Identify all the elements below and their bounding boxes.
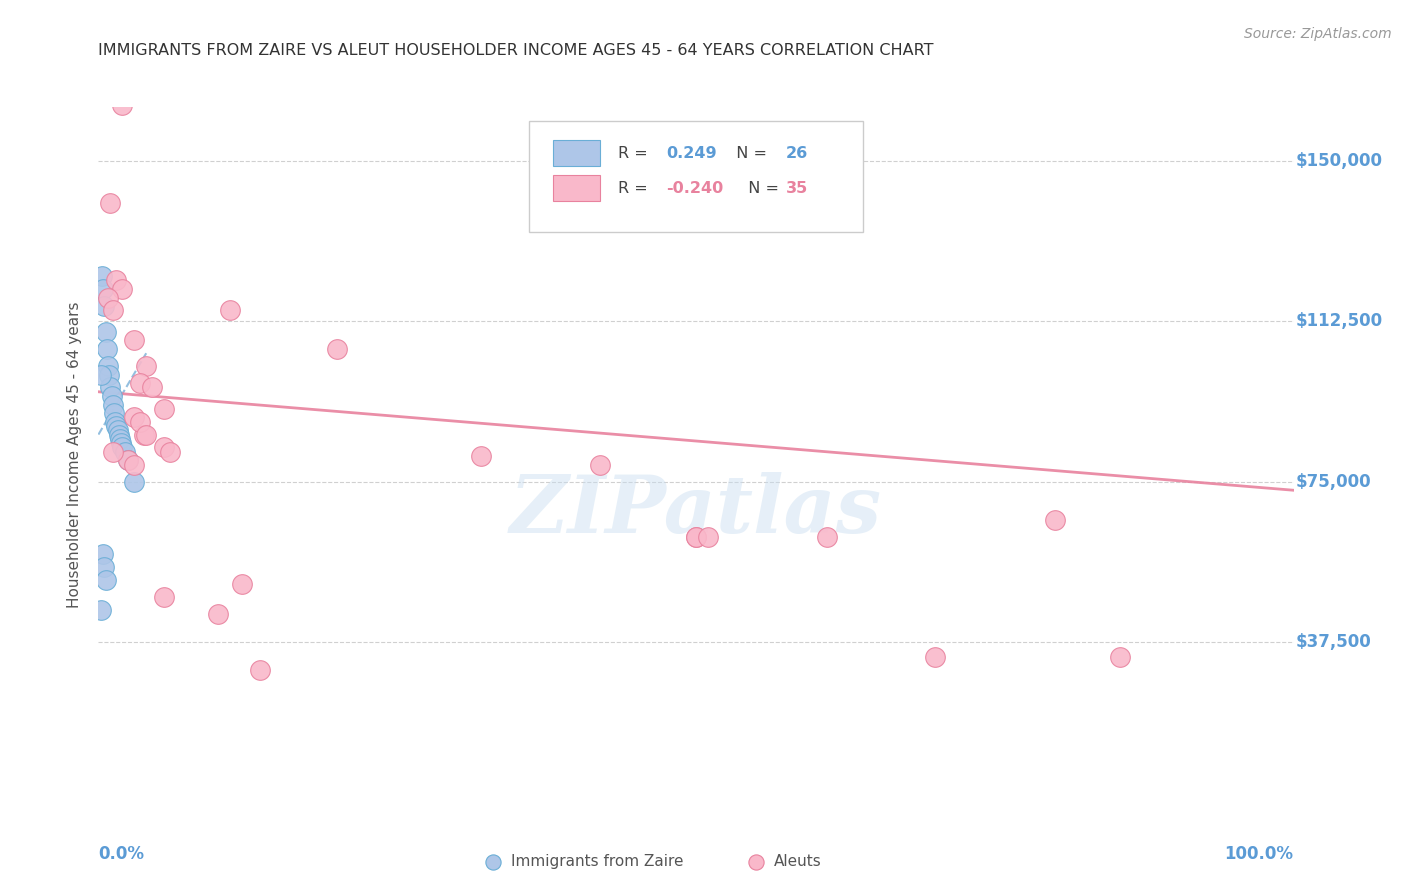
Point (97, 291, 120, 305)
Point (108, 432, 131, 446)
Point (207, 607, 229, 622)
Point (103, 406, 125, 420)
Text: IMMIGRANTS FROM ZAIRE VS ALEUT HOUSEHOLDER INCOME AGES 45 - 64 YEARS CORRELATION: IMMIGRANTS FROM ZAIRE VS ALEUT HOUSEHOLD… (98, 43, 934, 58)
Text: Immigrants from Zaire: Immigrants from Zaire (510, 855, 683, 870)
Point (159, 444, 181, 458)
Point (93, 560, 115, 574)
Point (924, 650, 946, 665)
Text: -0.240: -0.240 (666, 181, 723, 196)
Point (91, 548, 114, 562)
Point (94, 573, 117, 587)
Point (219, 303, 242, 318)
Text: R =: R = (619, 181, 654, 196)
Text: 26: 26 (786, 146, 808, 161)
Point (141, 380, 163, 394)
Point (685, 530, 707, 544)
Point (326, 342, 349, 356)
Point (129, 376, 152, 391)
Point (98, 368, 121, 382)
Point (231, 577, 253, 591)
Point (93, 299, 115, 313)
Y-axis label: Householder Income Ages 45 - 64 years: Householder Income Ages 45 - 64 years (67, 301, 83, 608)
Point (153, 401, 176, 416)
Point (98, 196, 122, 211)
Point (111, 282, 134, 296)
Point (90, 368, 112, 382)
Point (100, 389, 122, 403)
Point (110, 436, 132, 450)
Point (685, 530, 707, 544)
Point (589, 458, 612, 472)
Point (481, 796, 505, 810)
Point (101, 398, 124, 412)
Point (1043, 513, 1066, 527)
Text: ZIPatlas: ZIPatlas (510, 472, 882, 549)
Point (153, 591, 176, 605)
FancyBboxPatch shape (529, 121, 863, 232)
Point (117, 453, 139, 467)
Point (98, 380, 122, 394)
Text: 0.0%: 0.0% (98, 845, 145, 863)
Text: $37,500: $37,500 (1296, 633, 1372, 651)
Point (107, 427, 129, 442)
Text: R =: R = (619, 146, 654, 161)
Point (815, 530, 838, 544)
Text: $150,000: $150,000 (1296, 152, 1384, 169)
Point (105, 419, 128, 434)
Point (91, 282, 114, 296)
Point (1109, 650, 1132, 665)
Point (249, 663, 271, 677)
Point (129, 415, 152, 429)
Point (697, 530, 720, 544)
Point (101, 444, 124, 458)
Point (111, 98, 134, 112)
Point (96, 342, 118, 356)
Point (124, 475, 146, 489)
FancyBboxPatch shape (553, 175, 600, 201)
Point (104, 415, 127, 429)
Point (745, 796, 768, 810)
Text: $112,500: $112,500 (1296, 312, 1384, 330)
Point (117, 453, 139, 467)
Point (114, 444, 136, 458)
Text: 100.0%: 100.0% (1225, 845, 1294, 863)
Point (101, 303, 124, 318)
FancyBboxPatch shape (553, 140, 600, 166)
Point (135, 427, 157, 442)
Text: Source: ZipAtlas.com: Source: ZipAtlas.com (1244, 27, 1392, 41)
Point (470, 449, 492, 463)
Point (94, 325, 117, 339)
Point (111, 441, 134, 455)
Point (153, 441, 176, 455)
Text: N =: N = (725, 146, 772, 161)
Point (91, 269, 114, 284)
Text: 0.249: 0.249 (666, 146, 717, 161)
Point (105, 273, 128, 287)
Point (124, 458, 146, 472)
Point (135, 359, 157, 373)
Text: 35: 35 (786, 181, 808, 196)
Point (97, 359, 120, 373)
Point (90, 603, 112, 617)
Point (132, 427, 155, 442)
Text: $75,000: $75,000 (1296, 473, 1371, 491)
Point (107, 423, 129, 437)
Text: Aleuts: Aleuts (773, 855, 821, 870)
Text: N =: N = (738, 181, 785, 196)
Point (124, 334, 146, 348)
Point (124, 410, 146, 425)
